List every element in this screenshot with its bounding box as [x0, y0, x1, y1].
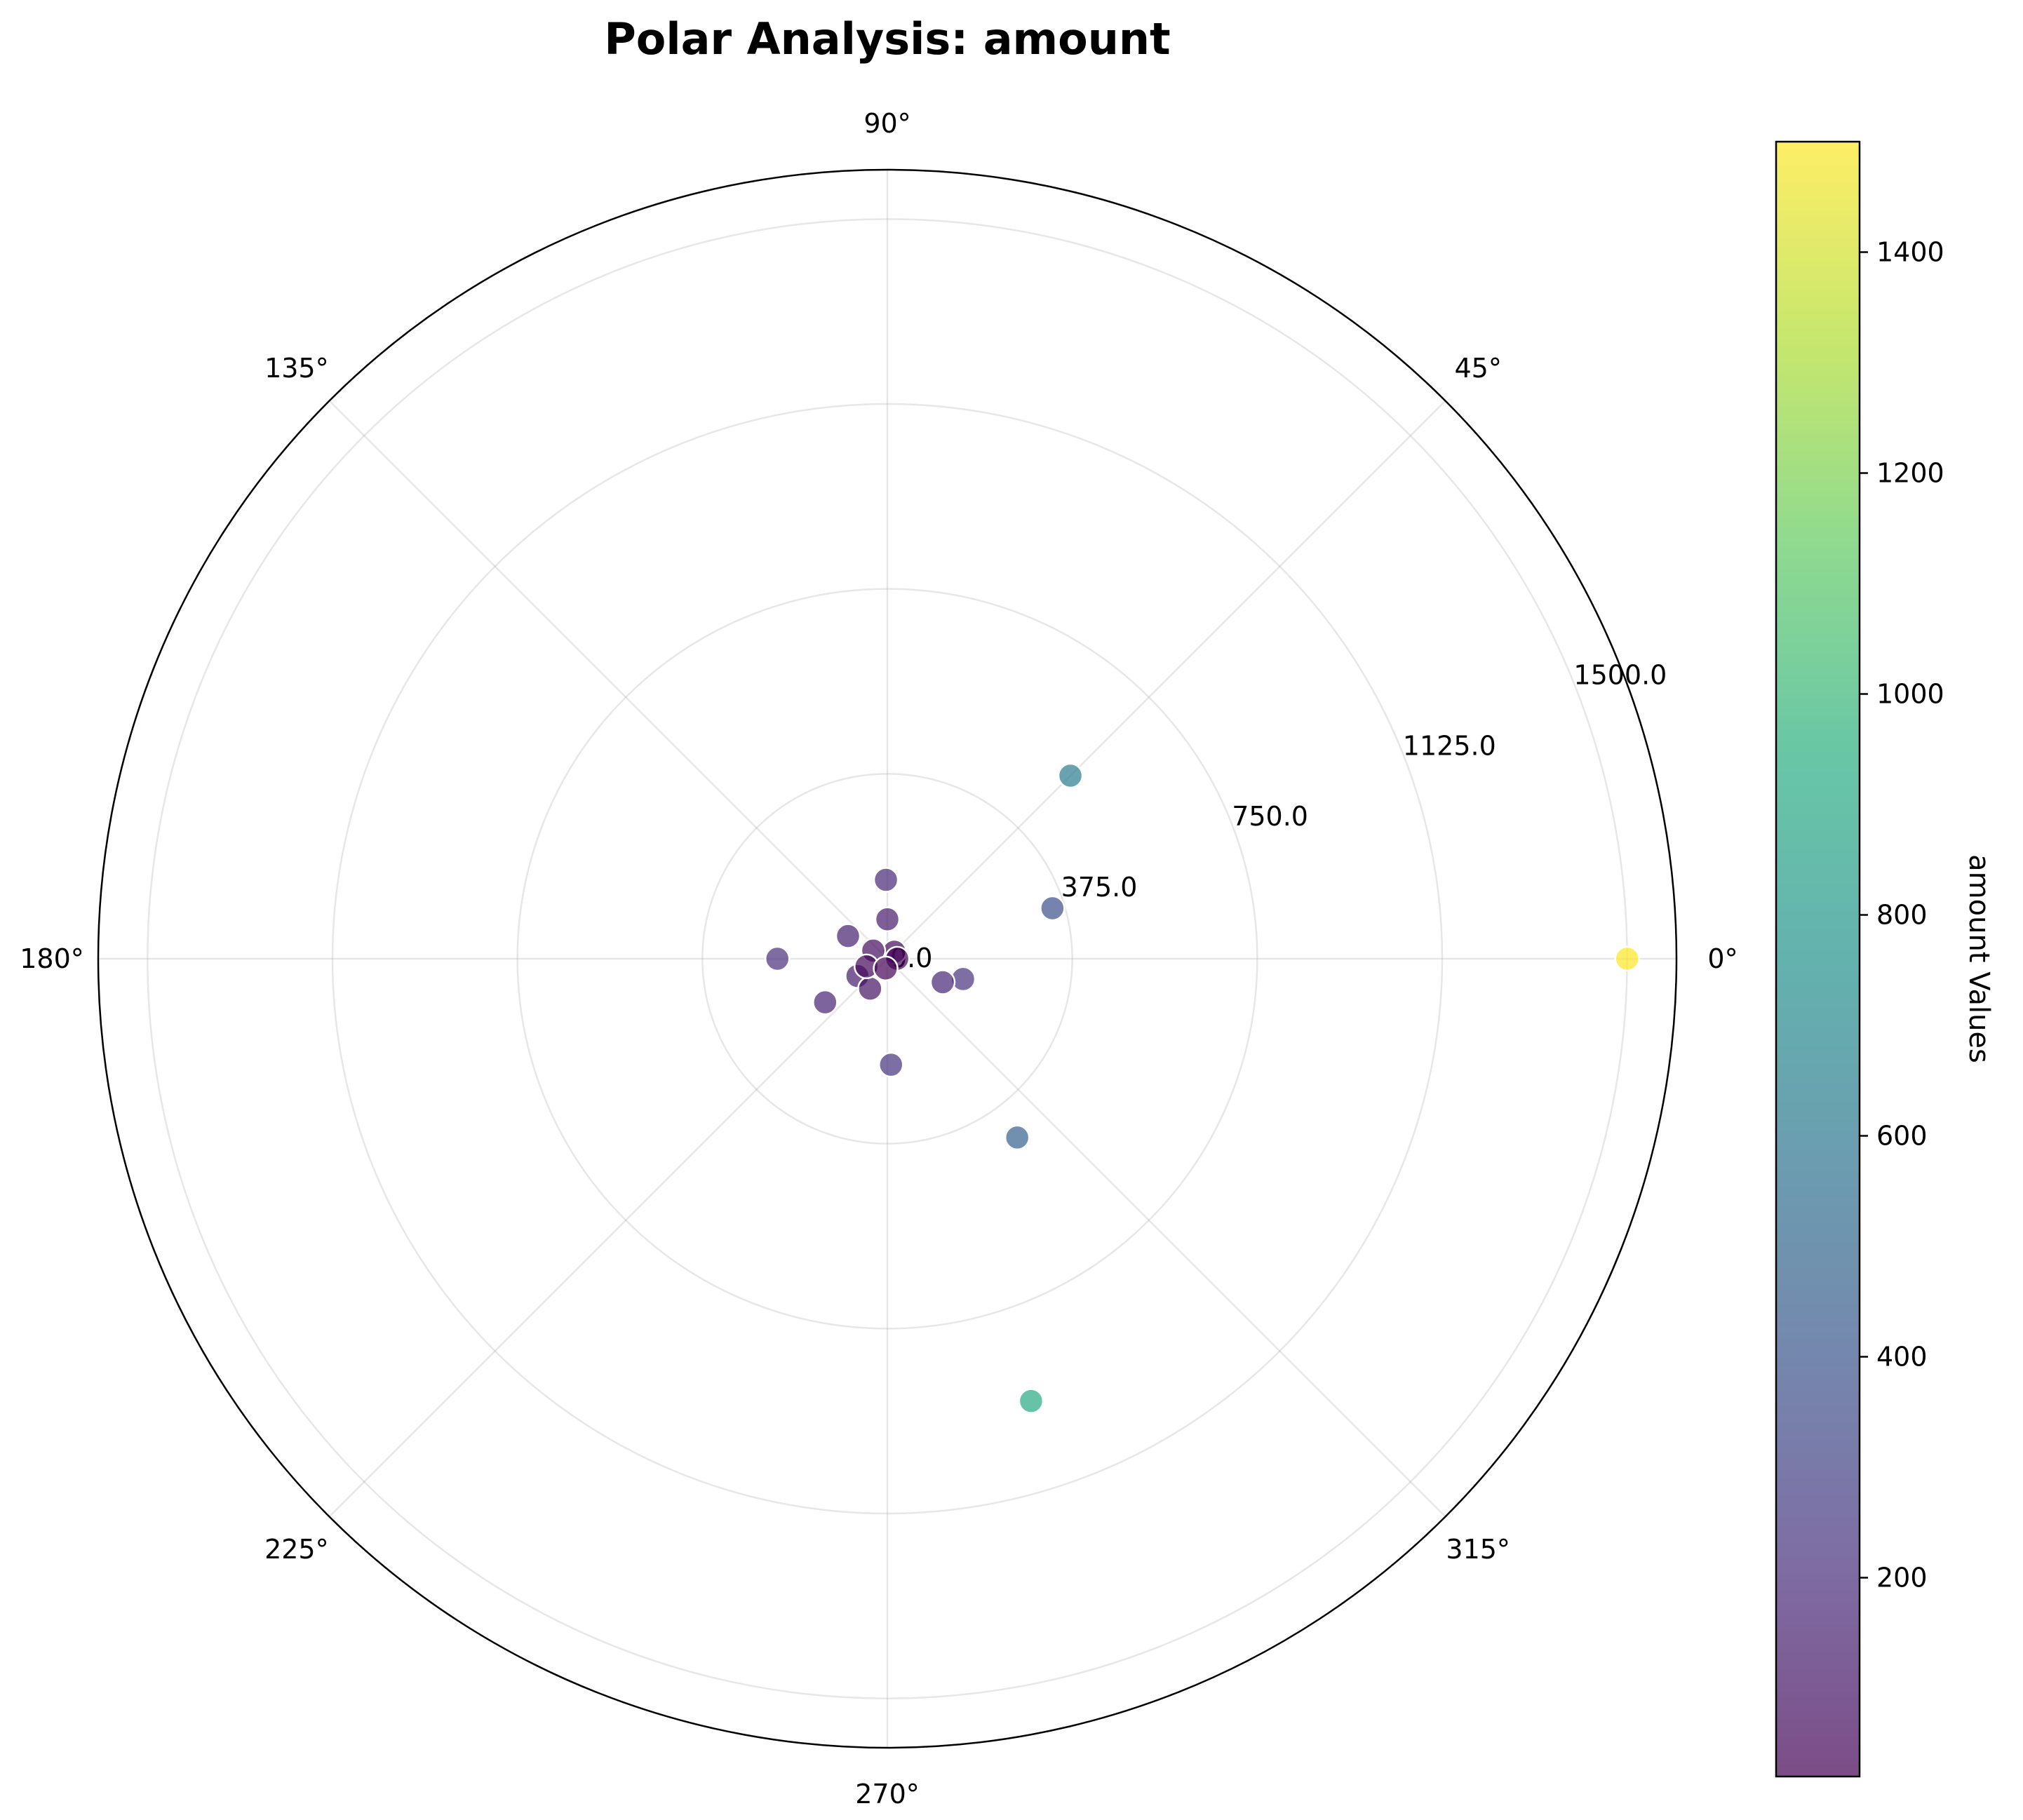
angular-tick-labels: 0° 45° 90° 135° 180° 225° 270° 315° [20, 108, 1738, 1809]
chart-title: Polar Analysis: amount [604, 13, 1170, 65]
theta-tick-label: 225° [264, 1534, 329, 1565]
theta-tick-label: 90° [863, 108, 910, 139]
colorbar-tick-label: 200 [1876, 1563, 1928, 1593]
colorbar-tick-label: 800 [1876, 900, 1928, 931]
theta-tick-label: 315° [1446, 1534, 1510, 1565]
data-point [874, 906, 901, 932]
angular-gridline-5 [328, 958, 888, 1518]
theta-tick-label: 180° [20, 943, 84, 974]
colorbar-ticks: 200 400 600 800 1000 1200 1400 [1860, 237, 1944, 1593]
scatter-points [764, 762, 1640, 1414]
colorbar: 200 400 600 800 1000 1200 1400 amount Values [1775, 140, 1995, 1778]
data-point [835, 923, 861, 949]
colorbar-tick-label: 600 [1876, 1121, 1928, 1152]
theta-tick-label: 45° [1454, 353, 1501, 384]
data-point [764, 945, 791, 972]
angular-gridline-3 [328, 400, 888, 959]
data-point [1004, 1124, 1030, 1151]
data-point [1018, 1388, 1044, 1414]
theta-tick-label: 270° [855, 1779, 920, 1809]
colorbar-gradient [1775, 140, 1861, 1778]
theta-tick-label: 135° [264, 353, 329, 384]
data-point [857, 976, 883, 1002]
data-point [873, 867, 899, 893]
colorbar-tick-label: 1400 [1876, 237, 1944, 268]
colorbar-tick-label: 1000 [1876, 679, 1944, 710]
polar-frame [97, 168, 1678, 1749]
data-point [1614, 945, 1640, 972]
r-tick-label: 1500.0 [1573, 659, 1667, 690]
r-tick-label: 375.0 [1061, 872, 1138, 903]
r-tick-label: 750.0 [1232, 801, 1308, 832]
data-point [812, 989, 838, 1016]
colorbar-tick-label: 400 [1876, 1342, 1928, 1373]
colorbar-tick-label: 1200 [1876, 458, 1944, 489]
r-tick-label: 1125.0 [1403, 730, 1496, 761]
radial-gridline-3 [331, 403, 1444, 1515]
colorbar-label: amount Values [1963, 854, 1995, 1063]
data-point [929, 969, 956, 995]
data-point [1057, 762, 1084, 789]
angular-gridline-7 [887, 958, 1446, 1518]
data-point [878, 1051, 904, 1078]
data-point [1040, 895, 1066, 922]
radial-gridline-2 [516, 588, 1258, 1330]
angular-gridline-1 [887, 400, 1446, 959]
data-point [873, 955, 899, 982]
radial-gridline-1 [701, 773, 1073, 1145]
theta-tick-label: 0° [1707, 943, 1738, 974]
